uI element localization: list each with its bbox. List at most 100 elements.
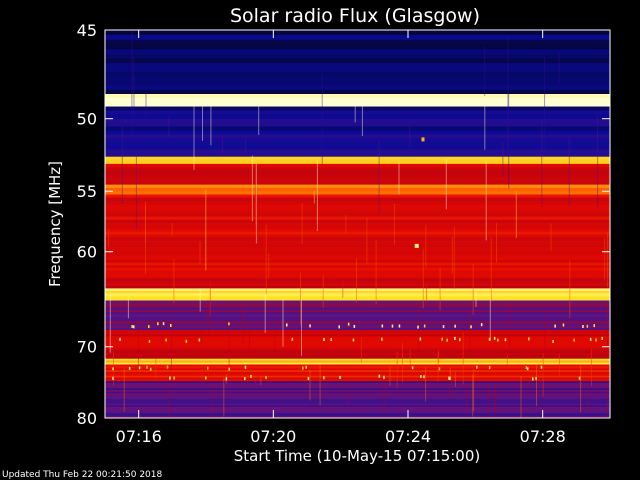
heatmap-row [105, 398, 610, 401]
burst-spot [119, 337, 121, 341]
y-axis-ticks: 45 50 55 60 70 80 [77, 21, 610, 428]
time-stripe [485, 161, 487, 241]
time-stripe [202, 105, 203, 141]
heatmap-row [105, 145, 610, 150]
time-stripe [223, 378, 225, 417]
heatmap-row [105, 381, 610, 384]
burst-spot [586, 324, 589, 328]
heatmap-row [105, 325, 610, 329]
time-stripe [489, 388, 491, 418]
time-stripe [544, 56, 546, 150]
heatmap-row [105, 39, 610, 45]
burst-spot [582, 325, 584, 328]
heatmap-row [105, 89, 610, 95]
plot-frame [104, 29, 611, 419]
time-stripe [127, 296, 129, 319]
burst-spot [438, 367, 441, 371]
heatmap-row [105, 364, 610, 367]
time-stripe [173, 259, 175, 304]
time-stripe [396, 351, 398, 388]
burst-spot [532, 377, 534, 381]
updated-timestamp: Updated Thu Feb 22 00:21:50 2018 [2, 470, 163, 480]
time-stripe [558, 52, 560, 86]
burst-spot [593, 324, 595, 328]
heatmap-row [105, 327, 610, 331]
heatmap-row [105, 134, 610, 139]
y-tick-label: 45 [77, 21, 97, 40]
time-stripe [242, 306, 244, 345]
time-stripe [319, 364, 321, 406]
heatmap-row [105, 204, 610, 208]
burst-spot [185, 339, 188, 343]
time-stripe [438, 349, 440, 363]
burst-spot [138, 366, 141, 370]
heatmap-row [105, 391, 610, 394]
burst-spot [493, 336, 496, 340]
heatmap-row [105, 396, 610, 399]
burst-spot [148, 339, 151, 343]
heatmap-row [105, 336, 610, 339]
burst-spot [207, 366, 209, 370]
time-stripe [375, 239, 377, 305]
time-stripe [507, 37, 509, 155]
time-stripe [558, 353, 560, 377]
burst-spot [480, 323, 483, 327]
heatmap-row [105, 138, 610, 143]
heatmap-row [105, 388, 610, 391]
time-stripe [249, 325, 251, 350]
heatmap-row [105, 76, 610, 82]
time-stripe [258, 99, 260, 135]
time-stripe [475, 291, 477, 307]
heatmap-row [105, 228, 610, 233]
x-tick-label: 07:20 [250, 427, 296, 446]
heatmap-row [105, 156, 610, 161]
heatmap-row [105, 30, 610, 36]
time-stripe [402, 342, 403, 383]
heatmap-row [105, 386, 610, 389]
time-stripe [453, 226, 455, 289]
burst-spot [421, 137, 425, 142]
time-stripe [265, 224, 267, 295]
heatmap-row [105, 280, 610, 284]
time-stripe [282, 298, 284, 347]
x-tick-label: 07:28 [520, 427, 566, 446]
heatmap-row [105, 362, 610, 365]
burst-spot [381, 337, 383, 341]
time-stripe [199, 241, 201, 264]
heatmap-row [105, 384, 610, 387]
heatmap-row [105, 354, 610, 358]
heatmap-row [105, 49, 610, 55]
heatmap-row [105, 275, 610, 279]
time-stripe [409, 349, 411, 365]
burst-spot [166, 365, 169, 369]
x-tick-label: 07:24 [385, 427, 431, 446]
heatmap-row [105, 358, 610, 361]
time-stripe [309, 369, 311, 401]
time-stripe [268, 253, 270, 279]
heatmap-row [105, 53, 610, 59]
heatmap-row [105, 237, 610, 241]
heatmap-row [105, 403, 610, 406]
burst-spot [198, 338, 201, 342]
time-stripe [520, 376, 522, 418]
heatmap-row [105, 416, 610, 419]
time-stripe [316, 161, 318, 231]
time-stripe [255, 164, 257, 226]
time-stripe [502, 142, 504, 178]
burst-spot [595, 338, 597, 342]
time-stripe [606, 385, 608, 418]
heatmap-row [105, 344, 610, 348]
time-stripe [361, 99, 363, 136]
heatmap-row [105, 85, 610, 91]
burst-spot [398, 324, 401, 328]
heatmap-row [105, 314, 610, 318]
time-stripe [209, 280, 211, 317]
burst-spot [470, 325, 472, 329]
heatmap-row [105, 307, 610, 311]
heatmap-row [105, 413, 610, 416]
heatmap-row [105, 110, 610, 115]
heatmap-row [105, 191, 610, 195]
heatmap-row [105, 122, 610, 127]
heatmap-row [105, 406, 610, 409]
heatmap-row [105, 153, 610, 157]
